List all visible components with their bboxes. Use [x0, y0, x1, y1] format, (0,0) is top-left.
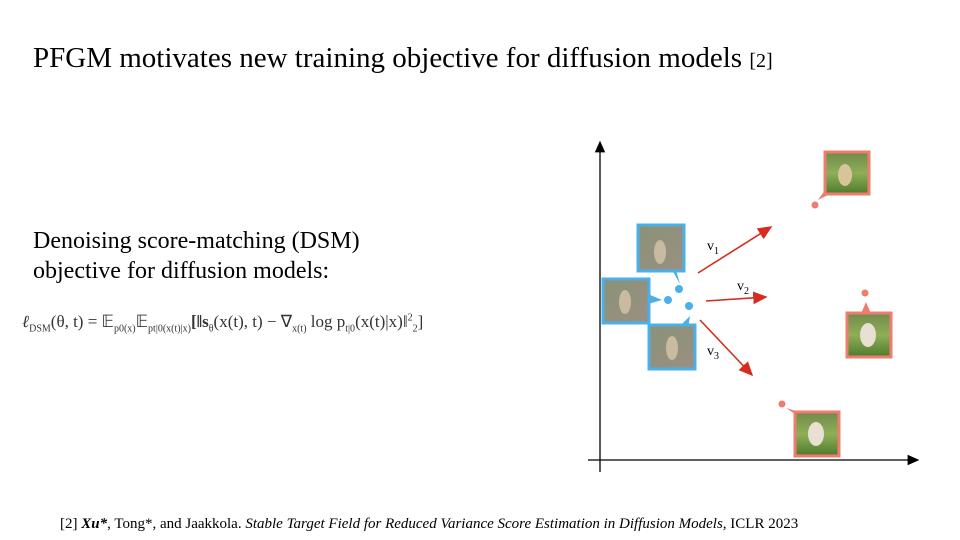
arrow	[705, 291, 768, 305]
ref-venue: ICLR 2023	[730, 516, 799, 532]
formula-part: 2	[407, 312, 413, 324]
title-ref: [2]	[749, 50, 773, 72]
formula-part: θ	[208, 323, 214, 335]
arrow	[697, 226, 773, 274]
ref-first-author: Xu*	[81, 516, 108, 532]
formula-part: ]	[417, 312, 424, 331]
label-letter: v	[707, 344, 714, 359]
slide-title: PFGM motivates new training objective fo…	[33, 42, 773, 75]
ref-number: [2]	[60, 516, 78, 532]
arrow	[699, 319, 754, 377]
formula-part: pt|0(x(t)|x)	[148, 323, 191, 335]
label-index: 2	[744, 286, 749, 297]
clean-image	[818, 150, 871, 200]
formula-part: DSM	[29, 323, 51, 335]
ref-authors: , Tong*, and Jaakkola.	[107, 516, 242, 532]
body-text: Denoising score-matching (DSM) objective…	[33, 226, 360, 286]
vector-label: v2	[737, 279, 749, 297]
vector-label: v3	[707, 344, 719, 362]
noisy-image	[647, 316, 697, 371]
body-line: objective for diffusion models:	[33, 258, 330, 284]
formula-part: x(t)	[292, 323, 307, 335]
formula-part: 2	[412, 323, 418, 335]
reference: [2] Xu*, Tong*, and Jaakkola. Stable Tar…	[60, 516, 798, 533]
clean-image	[786, 408, 841, 458]
formula-part: ℓ	[22, 312, 30, 331]
noisy-image	[601, 277, 662, 325]
formula: ℓDSM(θ, t) = 𝔼p0(x)𝔼pt|0(x(t)|x)[‖sθ(x(t…	[22, 312, 423, 334]
title-text: PFGM motivates new training objective fo…	[33, 42, 743, 74]
label-index: 3	[714, 351, 719, 362]
point	[685, 302, 693, 310]
formula-part: [‖s	[190, 312, 209, 331]
noisy-image	[636, 223, 686, 284]
label-letter: v	[707, 239, 714, 254]
point	[861, 289, 869, 297]
clean-image	[845, 302, 893, 359]
formula-part: t|0	[345, 323, 356, 335]
formula-part: (θ, t) = 𝔼	[50, 312, 114, 331]
point	[664, 296, 672, 304]
formula-part: 𝔼	[135, 312, 149, 331]
vector-label: v1	[707, 239, 719, 257]
formula-part: (x(t), t) − ∇	[213, 312, 293, 331]
ref-title: Stable Target Field for Reduced Variance…	[245, 516, 727, 532]
formula-part: log p	[306, 312, 346, 331]
point	[778, 400, 786, 408]
label-letter: v	[737, 279, 744, 294]
formula-part: (x(t)|x)‖	[355, 312, 408, 331]
body-line: Denoising score-matching (DSM)	[33, 228, 360, 254]
point	[675, 285, 683, 293]
formula-part: p0(x)	[113, 323, 136, 335]
point	[811, 201, 819, 209]
label-index: 1	[714, 246, 719, 257]
